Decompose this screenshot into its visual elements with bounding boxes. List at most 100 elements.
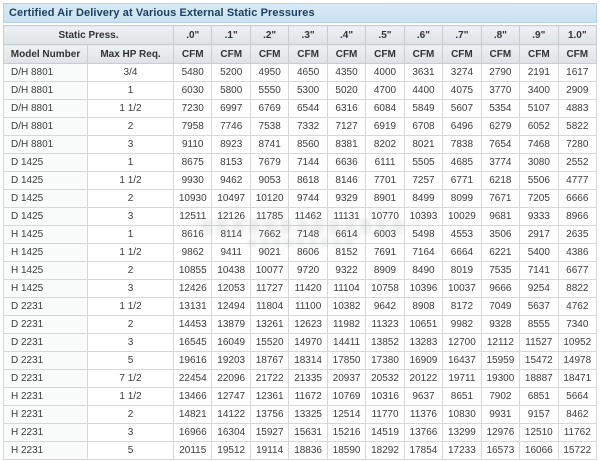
cfm-cell: 9329 <box>326 189 367 208</box>
cfm-cell: 12510 <box>519 423 559 442</box>
cfm-cell: 9322 <box>326 261 367 280</box>
cfm-cell: 7662 <box>249 225 290 244</box>
model-cell: H 1425 <box>3 261 88 280</box>
pressure-header-cell: .6" <box>403 25 444 45</box>
hp-cell: 5 <box>86 441 175 460</box>
cfm-cell: 12053 <box>211 279 251 298</box>
cfm-cell: 9744 <box>288 189 328 208</box>
cfm-cell: 18767 <box>249 351 290 370</box>
cfm-cell: 2909 <box>557 81 598 100</box>
cfm-cell: 6496 <box>442 117 482 136</box>
cfm-header-cell: CFM <box>326 44 367 64</box>
table-row: D 2231 7 1/2 22454 22096 21722 21335 20937 2053… <box>3 369 598 388</box>
cfm-cell: 8908 <box>403 297 444 316</box>
table-row: H 2231 3 16966 16304 15927 15631 15216 14519 137… <box>3 423 598 442</box>
cfm-cell: 5664 <box>557 387 598 406</box>
cfm-cell: 4350 <box>326 63 367 82</box>
cfm-cell: 13131 <box>173 297 213 316</box>
cfm-cell: 8616 <box>173 225 213 244</box>
cfm-cell: 3631 <box>403 63 444 82</box>
cfm-cell: 11323 <box>365 315 405 334</box>
cfm-cell: 5607 <box>442 99 482 118</box>
table-row: D 2231 5 19616 19203 18767 18314 17850 17380 169… <box>3 351 598 370</box>
model-cell: D/H 8801 <box>3 81 88 100</box>
cfm-cell: 13325 <box>288 405 328 424</box>
table-row: D 1425 1 8675 8153 7679 7144 6636 6111 5505 4685 3… <box>3 153 598 172</box>
cfm-cell: 3274 <box>442 63 482 82</box>
cfm-cell: 6003 <box>365 225 405 244</box>
cfm-cell: 10316 <box>365 387 405 406</box>
cfm-cell: 7701 <box>365 171 405 190</box>
cfm-cell: 22454 <box>173 369 213 388</box>
table-row: D/H 8801 3/4 5480 5200 4950 4650 4350 4000 3631 3… <box>3 63 598 82</box>
cfm-cell: 19711 <box>442 369 482 388</box>
cfm-cell: 11804 <box>249 297 290 316</box>
cfm-cell: 6052 <box>519 117 559 136</box>
cfm-cell: 8202 <box>365 135 405 154</box>
cfm-cell: 8021 <box>403 135 444 154</box>
cfm-cell: 8923 <box>211 135 251 154</box>
cfm-cell: 10120 <box>249 189 290 208</box>
cfm-header-cell: CFM <box>365 44 405 64</box>
hp-cell: 1 <box>86 81 175 100</box>
hp-cell: 1 1/2 <box>86 171 175 190</box>
cfm-cell: 12700 <box>442 333 482 352</box>
cfm-cell: 13261 <box>249 315 290 334</box>
cfm-cell: 7538 <box>249 117 290 136</box>
cfm-header-cell: CFM <box>249 44 290 64</box>
model-cell: D 2231 <box>3 297 88 316</box>
hp-cell: 2 <box>86 117 175 136</box>
cfm-cell: 8651 <box>442 387 482 406</box>
cfm-cell: 15520 <box>249 333 290 352</box>
cfm-cell: 7257 <box>403 171 444 190</box>
cfm-cell: 14519 <box>365 423 405 442</box>
cfm-cell: 7671 <box>480 189 521 208</box>
model-cell: D 1425 <box>3 153 88 172</box>
cfm-cell: 11376 <box>403 405 444 424</box>
hp-cell: 3 <box>86 333 175 352</box>
cfm-cell: 6851 <box>519 387 559 406</box>
cfm-cell: 10758 <box>365 279 405 298</box>
model-number-header: Model Number <box>3 44 88 64</box>
cfm-cell: 17380 <box>365 351 405 370</box>
table-body: D/H 8801 3/4 5480 5200 4950 4650 4350 4000 3631 3… <box>3 63 598 460</box>
hp-cell: 1 1/2 <box>86 243 175 262</box>
cfm-cell: 7679 <box>249 153 290 172</box>
max-hp-header: Max HP Req. <box>86 44 175 64</box>
model-cell: H 1425 <box>3 225 88 244</box>
cfm-cell: 18314 <box>288 351 328 370</box>
cfm-cell: 10382 <box>326 297 367 316</box>
cfm-cell: 8114 <box>211 225 251 244</box>
pressure-header-cell: .7" <box>442 25 482 45</box>
cfm-cell: 2790 <box>480 63 521 82</box>
cfm-cell: 8152 <box>326 243 367 262</box>
cfm-cell: 10769 <box>326 387 367 406</box>
cfm-cell: 8555 <box>519 315 559 334</box>
cfm-cell: 10770 <box>365 207 405 226</box>
hp-cell: 3 <box>86 279 175 298</box>
cfm-cell: 5020 <box>326 81 367 100</box>
cfm-cell: 16545 <box>173 333 213 352</box>
cfm-cell: 7691 <box>365 243 405 262</box>
cfm-cell: 3774 <box>480 153 521 172</box>
cfm-cell: 17233 <box>442 441 482 460</box>
cfm-cell: 2917 <box>519 225 559 244</box>
cfm-cell: 6997 <box>211 99 251 118</box>
cfm-cell: 3400 <box>519 81 559 100</box>
cfm-cell: 18887 <box>519 369 559 388</box>
cfm-cell: 5200 <box>211 63 251 82</box>
table-row: D 2231 3 16545 16049 15520 14970 14411 13852 132… <box>3 333 598 352</box>
cfm-cell: 10393 <box>403 207 444 226</box>
pressure-header-cell: .8" <box>480 25 521 45</box>
cfm-cell: 16304 <box>211 423 251 442</box>
cfm-cell: 7141 <box>519 261 559 280</box>
static-press-header: Static Press. <box>2 25 175 45</box>
cfm-cell: 14821 <box>173 405 213 424</box>
cfm-cell: 6614 <box>326 225 367 244</box>
table-row: D 1425 2 10930 10497 10120 9744 9329 8901 8499 80… <box>3 189 598 208</box>
cfm-cell: 11770 <box>365 405 405 424</box>
cfm-cell: 9931 <box>480 405 521 424</box>
cfm-header-cell: CFM <box>403 44 444 64</box>
table-row: H 1425 1 8616 8114 7662 7148 6614 6003 5498 4553 3… <box>3 225 598 244</box>
cfm-cell: 18836 <box>288 441 328 460</box>
